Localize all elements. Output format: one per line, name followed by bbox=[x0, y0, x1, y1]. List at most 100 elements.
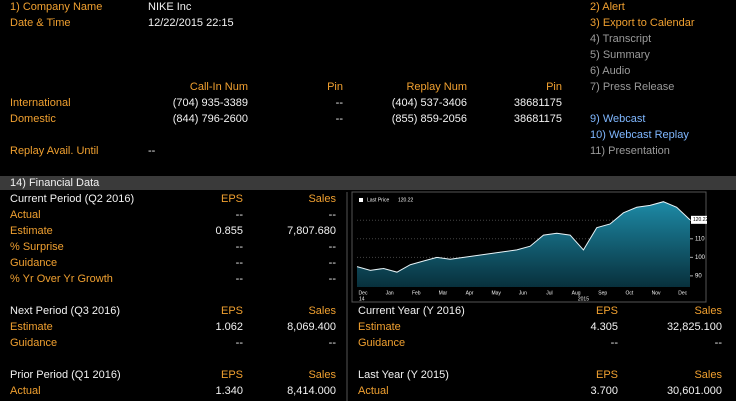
column-header: Call-In Num bbox=[190, 81, 248, 93]
column-header: Pin bbox=[546, 81, 562, 93]
cell: -- bbox=[236, 273, 244, 285]
x-tick-label: Jan bbox=[386, 290, 394, 296]
x-tick-label: Aug bbox=[572, 290, 581, 296]
legend-swatch bbox=[359, 198, 363, 202]
price-line bbox=[356, 201, 691, 273]
menu-item[interactable]: 2) Alert bbox=[590, 1, 625, 13]
cell: 7,807.680 bbox=[287, 225, 336, 237]
cell: -- bbox=[336, 113, 344, 125]
x-tick-label: May bbox=[491, 290, 501, 296]
y-tick-label: 110 bbox=[695, 236, 705, 242]
cell: -- bbox=[329, 337, 337, 349]
column-header: Sales bbox=[308, 369, 336, 381]
y-tick-label: 100 bbox=[695, 255, 706, 261]
replay-label: Replay Avail. Until bbox=[10, 145, 98, 157]
row-label: Estimate bbox=[10, 321, 53, 333]
x-tick-label: Feb bbox=[412, 290, 421, 296]
company: NIKE Inc bbox=[148, 1, 192, 13]
menu-item[interactable]: 9) Webcast bbox=[590, 113, 645, 125]
cell: 0.855 bbox=[215, 225, 243, 237]
column-header: Sales bbox=[694, 305, 722, 317]
cell: 38681175 bbox=[514, 97, 562, 109]
period-title: Current Year (Y 2016) bbox=[358, 305, 465, 317]
section-bar bbox=[0, 176, 736, 190]
row-label: International bbox=[10, 97, 71, 109]
x-tick-label: Mar bbox=[439, 290, 448, 296]
last-price-tag bbox=[691, 215, 707, 224]
cell: 3.700 bbox=[590, 385, 618, 397]
row-label: Actual bbox=[10, 385, 41, 397]
menu-item[interactable]: 11) Presentation bbox=[590, 145, 670, 157]
x-tick-label: Nov bbox=[652, 290, 661, 296]
cell: 32,825.100 bbox=[667, 321, 722, 333]
x-tick-label: Jun bbox=[519, 290, 527, 296]
row-label: Actual bbox=[10, 209, 41, 221]
row-label: Estimate bbox=[358, 321, 401, 333]
column-header: Sales bbox=[308, 305, 336, 317]
cell: -- bbox=[329, 241, 337, 253]
column-header: Sales bbox=[308, 193, 336, 205]
cell: (404) 537-3406 bbox=[392, 97, 467, 109]
cell: -- bbox=[336, 97, 344, 109]
x-year-label: 2015 bbox=[578, 296, 589, 302]
company-label: 1) Company Name bbox=[10, 1, 102, 13]
column-header: Replay Num bbox=[406, 81, 467, 93]
menu-item[interactable]: 3) Export to Calendar bbox=[590, 17, 695, 29]
legend-label: Last Price bbox=[367, 197, 389, 203]
x-year-label: 14 bbox=[359, 296, 365, 302]
y-tick-label: 90 bbox=[695, 273, 702, 279]
cell: 38681175 bbox=[514, 113, 562, 125]
replay-value: -- bbox=[148, 145, 156, 157]
menu-item[interactable]: 5) Summary bbox=[590, 49, 650, 61]
period-title: Last Year (Y 2015) bbox=[358, 369, 449, 381]
datetime-label: Date & Time bbox=[10, 17, 71, 29]
x-tick-label: Dec bbox=[678, 290, 687, 296]
cell: (855) 859-2056 bbox=[392, 113, 467, 125]
row-label: % Surprise bbox=[10, 241, 64, 253]
menu-item[interactable]: 4) Transcript bbox=[590, 33, 651, 45]
period-title: Next Period (Q3 2016) bbox=[10, 305, 120, 317]
cell: -- bbox=[236, 257, 244, 269]
row-label: % Yr Over Yr Growth bbox=[10, 273, 113, 285]
row-label: Domestic bbox=[10, 113, 56, 125]
row-label: Guidance bbox=[10, 257, 57, 269]
cell: -- bbox=[329, 273, 337, 285]
row-label: Guidance bbox=[10, 337, 57, 349]
price-area bbox=[357, 201, 690, 287]
cell: 1.340 bbox=[215, 385, 243, 397]
cell: 8,069.400 bbox=[287, 321, 336, 333]
cell: -- bbox=[236, 241, 244, 253]
x-tick-label: Jul bbox=[546, 290, 552, 296]
cell: 8,414.000 bbox=[287, 385, 336, 397]
cell: (844) 796-2600 bbox=[173, 113, 248, 125]
cell: -- bbox=[236, 337, 244, 349]
period-title: Current Period (Q2 2016) bbox=[10, 193, 134, 205]
cell: -- bbox=[715, 337, 723, 349]
column-header: EPS bbox=[596, 369, 618, 381]
column-header: Pin bbox=[327, 81, 343, 93]
row-label: Guidance bbox=[358, 337, 405, 349]
section-title: 14) Financial Data bbox=[10, 177, 100, 189]
row-label: Estimate bbox=[10, 225, 53, 237]
cell: -- bbox=[329, 257, 337, 269]
last-price-label: 120.22 bbox=[693, 217, 709, 223]
column-header: EPS bbox=[221, 193, 243, 205]
menu-item[interactable]: 7) Press Release bbox=[590, 81, 674, 93]
cell: -- bbox=[611, 337, 619, 349]
column-header: EPS bbox=[596, 305, 618, 317]
period-title: Prior Period (Q1 2016) bbox=[10, 369, 121, 381]
x-tick-label: Sep bbox=[598, 290, 607, 296]
cell: 4.305 bbox=[590, 321, 618, 333]
column-header: EPS bbox=[221, 369, 243, 381]
x-tick-label: Dec bbox=[359, 290, 368, 296]
menu-item[interactable]: 10) Webcast Replay bbox=[590, 129, 689, 141]
x-tick-label: Oct bbox=[626, 290, 634, 296]
cell: -- bbox=[236, 209, 244, 221]
column-header: EPS bbox=[221, 305, 243, 317]
menu-item[interactable]: 6) Audio bbox=[590, 65, 630, 77]
row-label: Actual bbox=[358, 385, 389, 397]
x-tick-label: Apr bbox=[466, 290, 474, 296]
cell: 30,601.000 bbox=[667, 385, 722, 397]
cell: 1.062 bbox=[215, 321, 243, 333]
